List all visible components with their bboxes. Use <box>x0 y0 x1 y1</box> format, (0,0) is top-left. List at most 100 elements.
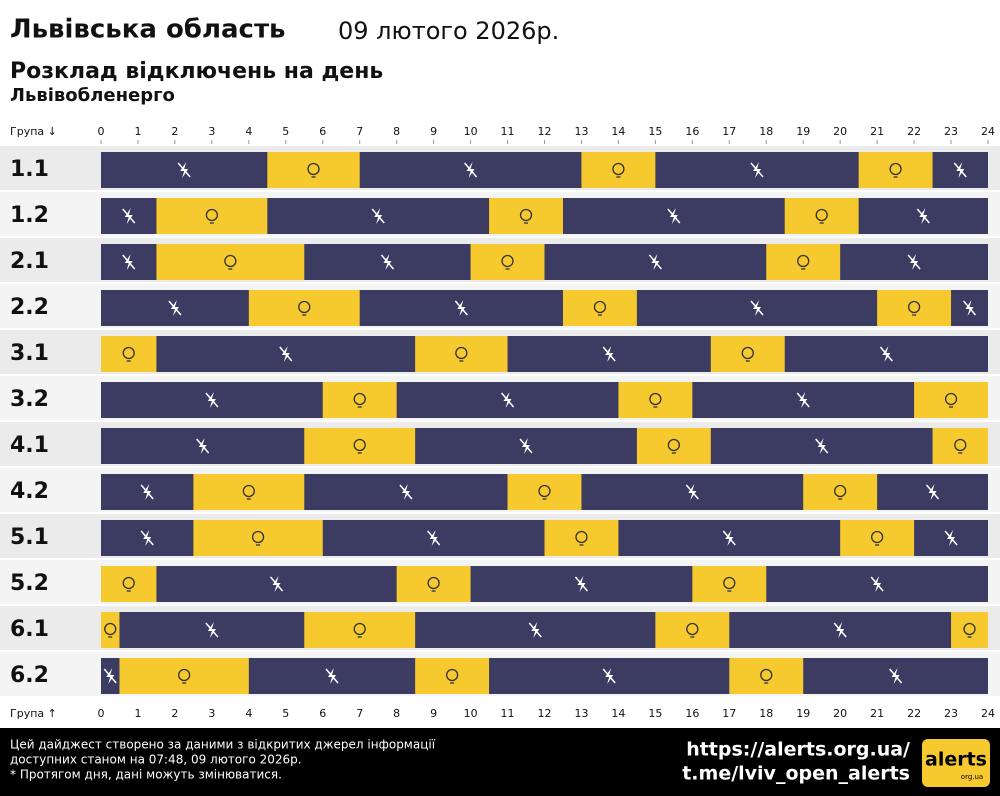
off-icon <box>279 346 293 362</box>
off-icon <box>602 346 616 362</box>
off-icon <box>325 668 339 684</box>
on-icon <box>797 254 810 268</box>
off-icon <box>944 530 958 546</box>
on-icon <box>723 576 736 590</box>
x-tick-label: 20 <box>833 125 847 138</box>
on-bar <box>193 474 305 510</box>
footer-text: * Протягом дня, дані можуть змінюватися. <box>10 768 282 782</box>
on-bar <box>415 658 490 694</box>
x-tick-label: 15 <box>648 125 662 138</box>
x-tick-label: 23 <box>944 707 958 720</box>
x-tick-label: 2 <box>171 125 178 138</box>
x-tick-label: 21 <box>870 125 884 138</box>
x-tick-label: 3 <box>208 125 215 138</box>
on-icon <box>501 254 514 268</box>
off-icon <box>750 162 764 178</box>
on-bar <box>193 520 323 556</box>
x-tick-label: 10 <box>464 125 478 138</box>
off-icon <box>667 208 681 224</box>
on-bar <box>101 336 157 372</box>
off-icon <box>454 300 468 316</box>
row-label: 6.1 <box>10 617 49 642</box>
x-tick-label: 21 <box>870 707 884 720</box>
axis-label: Група ↑ <box>10 707 57 720</box>
off-icon <box>750 300 764 316</box>
row-label: 4.1 <box>10 433 49 458</box>
off-icon <box>168 300 182 316</box>
x-tick-label: 1 <box>134 125 141 138</box>
on-icon <box>519 208 533 222</box>
x-tick-label: 8 <box>393 125 400 138</box>
off-icon <box>427 530 441 546</box>
axis-label: Група ↓ <box>10 125 57 138</box>
x-tick-label: 19 <box>796 125 810 138</box>
x-tick-label: 11 <box>501 125 515 138</box>
on-bar <box>489 198 563 234</box>
x-tick-label: 22 <box>907 125 921 138</box>
off-bar <box>101 336 988 372</box>
off-icon <box>122 254 136 270</box>
link[interactable]: t.me/lviv_open_alerts <box>682 763 910 785</box>
x-tick-label: 7 <box>356 125 363 138</box>
on-bar <box>784 198 859 234</box>
on-icon <box>889 162 902 176</box>
logo: alerts <box>925 749 987 771</box>
logo-sub: org.ua <box>961 773 983 781</box>
x-tick-label: 19 <box>796 707 810 720</box>
x-tick-label: 1 <box>134 707 141 720</box>
x-tick-label: 20 <box>833 707 847 720</box>
x-tick-label: 7 <box>356 707 363 720</box>
on-bar <box>858 152 933 188</box>
x-tick-label: 9 <box>430 125 437 138</box>
on-icon <box>251 530 265 544</box>
on-bar <box>951 612 988 648</box>
on-icon <box>612 162 625 176</box>
on-icon <box>224 254 237 268</box>
on-icon <box>593 300 607 314</box>
x-tick-label: 16 <box>685 125 699 138</box>
on-icon <box>298 300 311 314</box>
row-label: 1.2 <box>10 203 49 228</box>
link[interactable]: https://alerts.org.ua/ <box>686 739 910 761</box>
off-bar <box>101 612 988 648</box>
x-tick-label: 15 <box>648 707 662 720</box>
row-label: 1.1 <box>10 157 49 182</box>
on-bar <box>618 382 693 418</box>
off-bar <box>101 382 988 418</box>
off-icon <box>722 530 736 546</box>
on-bar <box>581 152 656 188</box>
on-bar <box>544 520 619 556</box>
row-label: 5.2 <box>10 571 49 596</box>
x-tick-label: 6 <box>319 125 326 138</box>
x-tick-label: 5 <box>282 125 289 138</box>
row-label: 3.2 <box>10 387 49 412</box>
on-icon <box>907 300 921 314</box>
logo-bg <box>922 739 990 787</box>
x-tick-label: 16 <box>685 707 699 720</box>
off-icon <box>196 438 210 454</box>
on-bar <box>507 474 582 510</box>
x-tick-label: 12 <box>538 707 552 720</box>
on-icon <box>686 622 699 636</box>
on-icon <box>954 438 967 452</box>
off-icon <box>815 438 829 454</box>
on-icon <box>760 668 773 682</box>
x-tick-label: 23 <box>944 125 958 138</box>
off-icon <box>953 162 967 178</box>
x-tick-label: 0 <box>98 125 105 138</box>
date: 09 лютого 2026р. <box>338 17 559 45</box>
on-icon <box>455 346 468 360</box>
off-icon <box>399 484 413 500</box>
on-icon <box>178 668 191 682</box>
row-label: 3.1 <box>10 341 49 366</box>
x-tick-label: 18 <box>759 707 773 720</box>
x-tick-label: 2 <box>171 707 178 720</box>
on-icon <box>242 484 255 498</box>
on-bar <box>470 244 545 280</box>
off-icon <box>177 162 191 178</box>
row-label: 2.2 <box>10 295 49 320</box>
on-bar <box>267 152 360 188</box>
row-label: 6.2 <box>10 663 49 688</box>
on-icon <box>122 576 135 590</box>
